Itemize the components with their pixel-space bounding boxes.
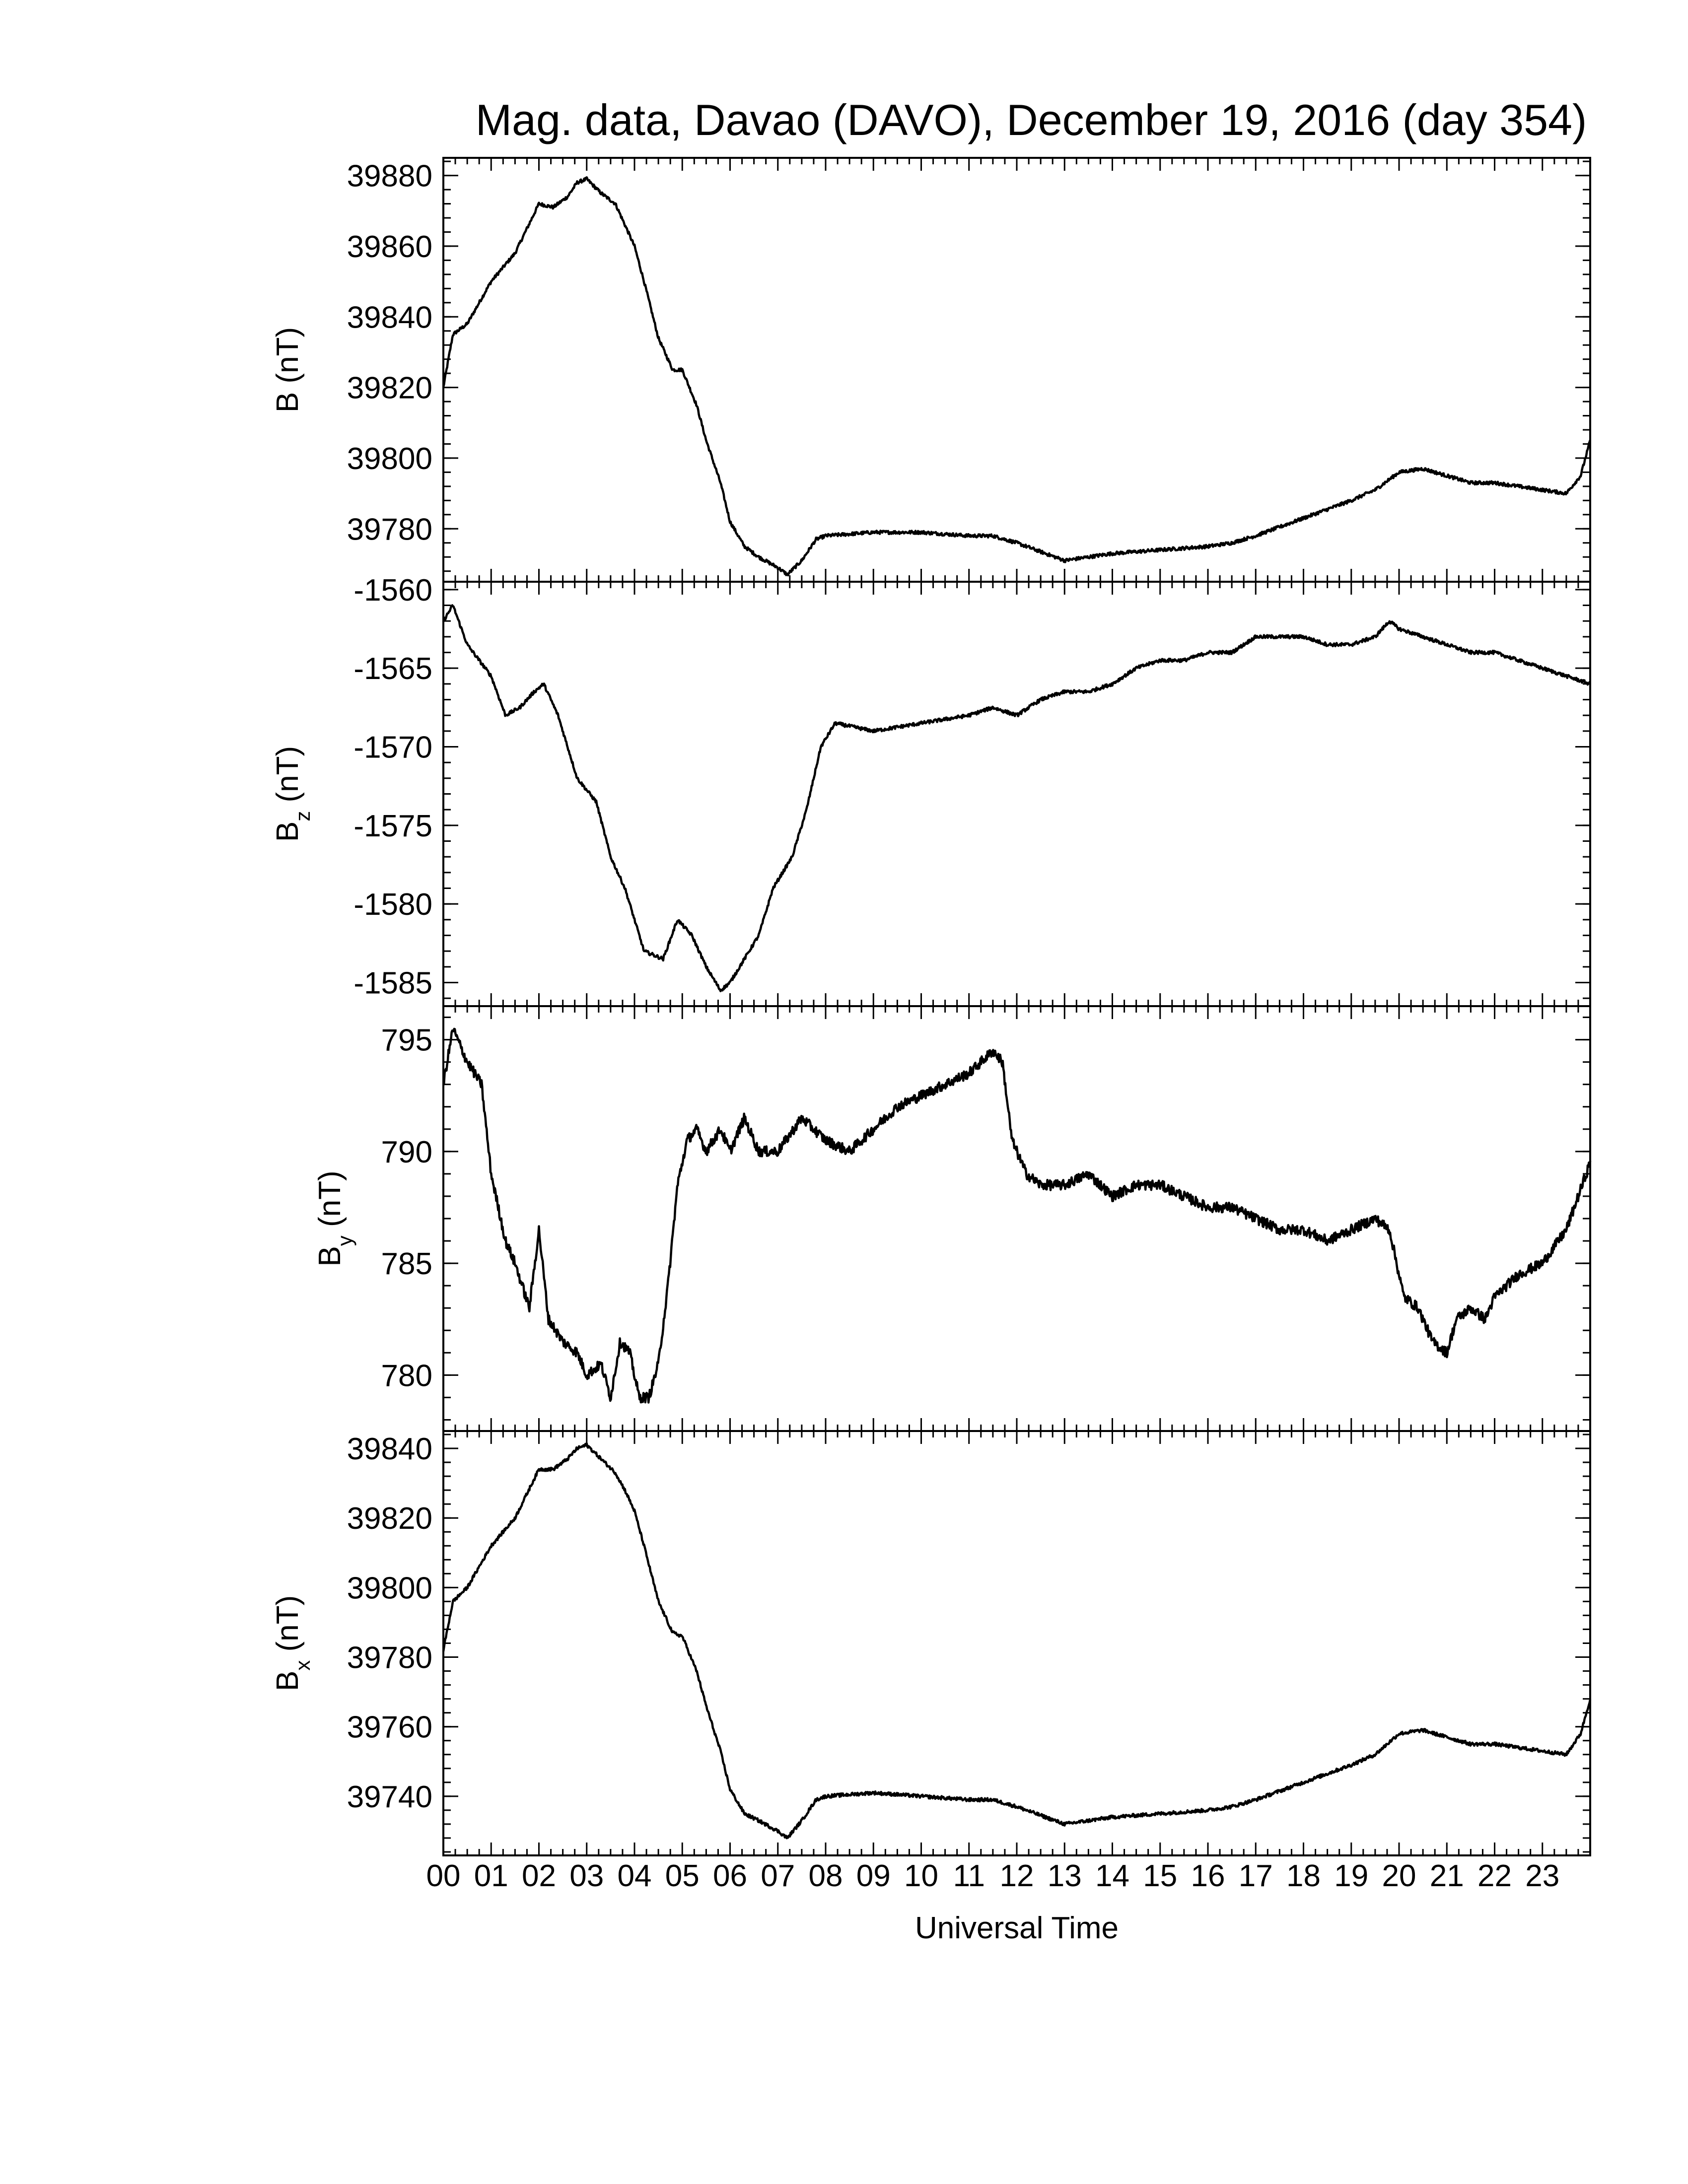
x-tick-label: 14	[1095, 1859, 1129, 1893]
panel-2: -1585 -1580 -1575 -1570 -1565 -1560 Bz (nT)	[271, 573, 1592, 1007]
panel-4: 39740 39760 39780 39800 39820 39840 Bx (nT)	[271, 1430, 1592, 1856]
x-tick-label: 12	[1000, 1859, 1034, 1893]
x-tick-label: 15	[1143, 1859, 1177, 1893]
x-tick-label: 13	[1048, 1859, 1082, 1893]
data-line	[442, 176, 1592, 577]
x-tick-label: 11	[953, 1859, 985, 1893]
y-tick-label: -1570	[353, 731, 432, 765]
x-tick-label: 22	[1477, 1859, 1512, 1893]
y-axis-label-unit: (nT)	[271, 746, 305, 811]
y-tick-label: 39740	[347, 1780, 432, 1814]
y-tick-label: 39760	[347, 1710, 432, 1745]
y-tick-label: 39800	[347, 1571, 432, 1605]
x-tick-label: 18	[1286, 1859, 1321, 1893]
x-tick-label: 09	[856, 1859, 891, 1893]
x-tick-label: 06	[713, 1859, 747, 1893]
chart-title: Mag. data, Davao (DAVO), December 19, 20…	[476, 95, 1587, 144]
y-axis-label-main: B	[271, 821, 305, 842]
data-line	[442, 1442, 1592, 1840]
x-tick-label: 02	[522, 1859, 556, 1893]
y-tick-label: -1575	[353, 809, 432, 843]
x-tick-label: 19	[1334, 1859, 1368, 1893]
panel-3: 780 785 790 795 By (nT)	[313, 1005, 1592, 1432]
x-tick-label: 16	[1191, 1859, 1225, 1893]
y-tick-label: 790	[381, 1135, 432, 1169]
x-tick-label: 03	[569, 1859, 604, 1893]
y-tick-label: -1560	[353, 573, 432, 608]
y-tick-label: 39820	[347, 1502, 432, 1536]
x-tick-label: 08	[809, 1859, 843, 1893]
y-tick-label: -1565	[353, 652, 432, 686]
y-tick-label: -1580	[353, 887, 432, 922]
x-tick-label: 07	[761, 1859, 795, 1893]
y-tick-label: 39780	[347, 1641, 432, 1675]
x-tick-label: 17	[1239, 1859, 1273, 1893]
x-axis-label: Universal Time	[915, 1911, 1119, 1945]
y-axis-label: Bz (nT)	[271, 746, 314, 842]
y-axis-label-sub: z	[291, 811, 314, 821]
y-axis-label-main: B	[271, 392, 305, 412]
y-axis-label: By (nT)	[313, 1170, 356, 1266]
y-tick-label: 39840	[347, 1432, 432, 1466]
x-axis: 00 01 02 03 04 05 06 07 08 09 10 11 12 13 14 15 16 17 18 19…	[426, 1859, 1560, 1893]
y-tick-label: 795	[381, 1024, 432, 1058]
y-axis-label-unit: (nT)	[271, 1595, 305, 1660]
y-tick-label: 39840	[347, 300, 432, 335]
y-tick-label: 39800	[347, 442, 432, 476]
x-tick-label: 20	[1382, 1859, 1416, 1893]
data-line	[442, 604, 1592, 993]
y-axis-label-main: B	[271, 1671, 305, 1691]
x-tick-label: 04	[618, 1859, 652, 1893]
y-axis-label-unit: (nT)	[271, 327, 305, 392]
y-axis-label-sub: x	[291, 1660, 314, 1671]
x-tick-label: 23	[1525, 1859, 1559, 1893]
panel-frame	[442, 581, 1591, 1007]
y-tick-label: 39860	[347, 230, 432, 264]
y-tick-label: 785	[381, 1247, 432, 1281]
y-axis-label: B (nT)	[271, 327, 305, 412]
x-tick-label: 21	[1430, 1859, 1464, 1893]
y-tick-label: 780	[381, 1359, 432, 1393]
y-tick-label: 39780	[347, 512, 432, 546]
x-tick-label: 01	[474, 1859, 508, 1893]
y-tick-label: 39820	[347, 371, 432, 406]
y-tick-label: -1585	[353, 966, 432, 1001]
panel-frame	[442, 157, 1591, 583]
y-tick-label: 39880	[347, 159, 432, 194]
x-tick-label: 00	[426, 1859, 461, 1893]
data-line	[442, 1027, 1592, 1404]
x-tick-label: 10	[904, 1859, 938, 1893]
y-axis-label: Bx (nT)	[271, 1595, 314, 1691]
y-axis-label-unit: (nT)	[313, 1170, 347, 1235]
panel-1: 39780 39800 39820 39840 39860 39880 B (nT)	[271, 157, 1592, 583]
panel-frame	[442, 1430, 1591, 1856]
y-axis-label-main: B	[313, 1246, 347, 1266]
y-axis-label-sub: y	[333, 1235, 356, 1246]
x-tick-label: 05	[665, 1859, 700, 1893]
